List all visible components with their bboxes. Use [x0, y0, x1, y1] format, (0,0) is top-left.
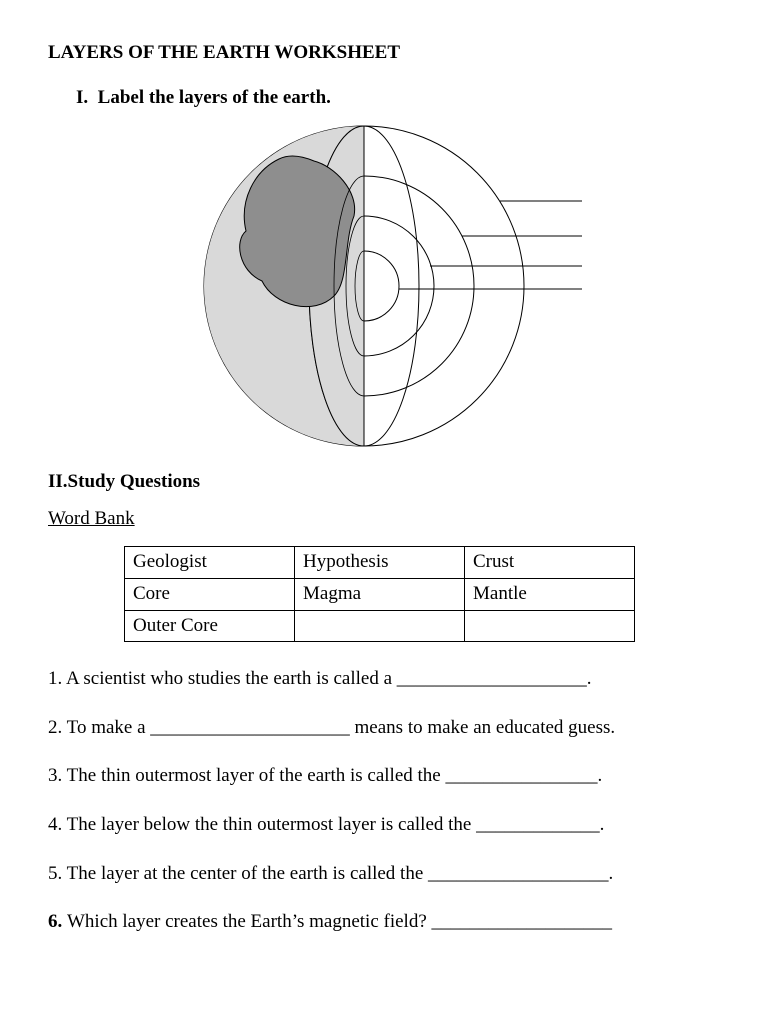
section-2-numeral: II. — [48, 471, 68, 492]
list-item: A scientist who studies the earth is cal… — [48, 666, 720, 693]
list-item: The thin outermost layer of the earth is… — [48, 763, 720, 790]
list-item: To make a _____________________ means to… — [48, 715, 720, 742]
section-1-text: Label the layers of the earth. — [98, 87, 331, 108]
list-item: The layer below the thin outermost layer… — [48, 812, 720, 839]
question-list: A scientist who studies the earth is cal… — [48, 666, 720, 936]
wordbank-cell: Core — [125, 578, 295, 610]
section-2-heading: II.Study Questions — [48, 469, 720, 496]
wordbank-cell: Magma — [295, 578, 465, 610]
wordbank-cell: Outer Core — [125, 610, 295, 642]
wordbank-table: Geologist Hypothesis Crust Core Magma Ma… — [124, 546, 635, 642]
table-row: Geologist Hypothesis Crust — [125, 547, 635, 579]
wordbank-cell: Hypothesis — [295, 547, 465, 579]
table-row: Outer Core — [125, 610, 635, 642]
section-2-text: Study Questions — [68, 471, 201, 492]
wordbank-heading: Word Bank — [48, 506, 720, 533]
wordbank-cell — [465, 610, 635, 642]
wordbank-cell: Geologist — [125, 547, 295, 579]
table-row: Core Magma Mantle — [125, 578, 635, 610]
wordbank-cell: Mantle — [465, 578, 635, 610]
wordbank-cell: Crust — [465, 547, 635, 579]
wordbank-cell — [295, 610, 465, 642]
section-1-heading: I. Label the layers of the earth. — [48, 85, 720, 112]
section-1-numeral: I. — [76, 87, 88, 108]
earth-diagram — [48, 121, 720, 451]
page-title: LAYERS OF THE EARTH WORKSHEET — [48, 40, 720, 67]
list-item: The layer at the center of the earth is … — [48, 861, 720, 888]
list-item: Which layer creates the Earth’s magnetic… — [48, 909, 720, 936]
